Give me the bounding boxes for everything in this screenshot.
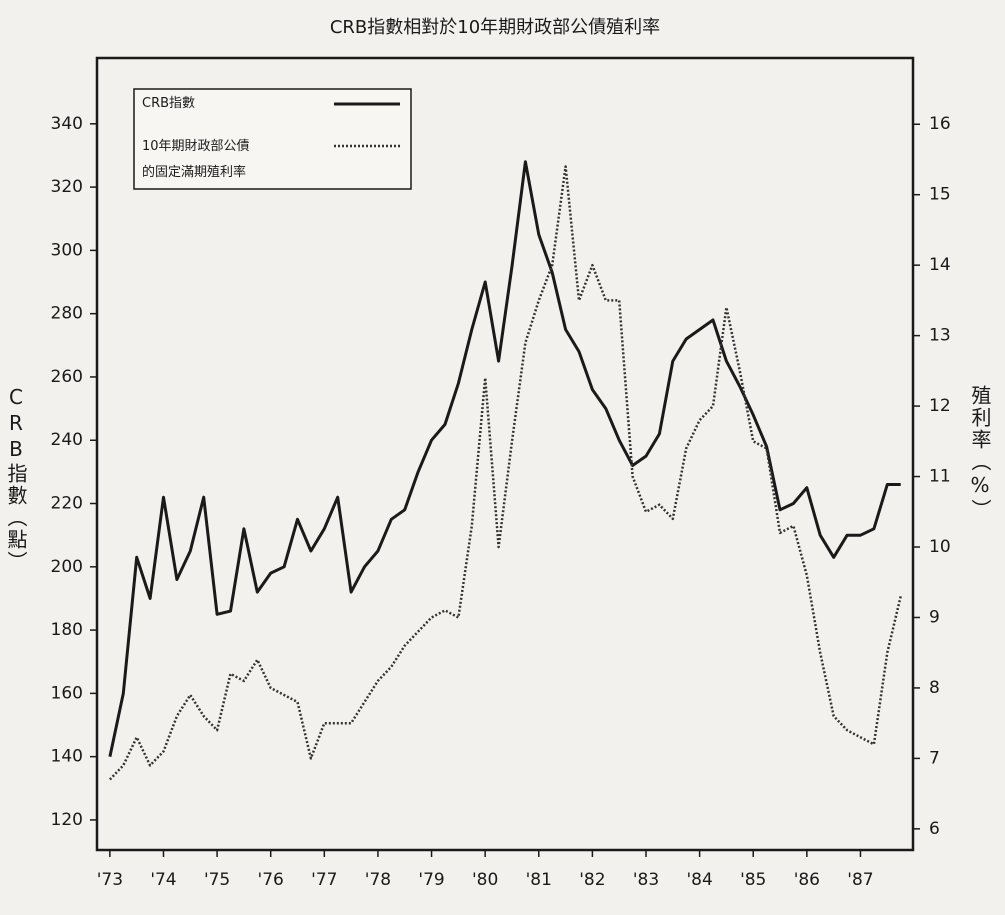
x-tick-label: '77	[311, 870, 337, 890]
y-tick-label: 160	[51, 683, 83, 703]
y2-axis-label: 殖利率（%）	[968, 385, 992, 521]
x-tick-label: '81	[526, 870, 552, 890]
y-tick-label: 240	[51, 430, 83, 450]
y-axis-label: CRB指數（點）	[4, 385, 28, 573]
x-tick-label: '84	[686, 870, 712, 890]
y2-tick-label: 11	[929, 467, 951, 487]
plot-frame	[95, 56, 915, 852]
x-tick-label: '86	[794, 870, 820, 890]
y2-tick-label: 6	[929, 819, 940, 839]
data-line	[108, 160, 901, 758]
x-tick-label: '74	[150, 870, 176, 890]
y-tick-label: 180	[51, 620, 83, 640]
x-tick-label: '80	[472, 870, 498, 890]
y-tick-label: 220	[51, 494, 83, 514]
x-tick-label: '85	[740, 870, 766, 890]
y-tick-label: 320	[51, 177, 83, 197]
y2-tick-label: 14	[929, 255, 951, 275]
y-tick-label: 120	[51, 810, 83, 830]
y-tick-label: 280	[51, 304, 83, 324]
y2-tick-label: 16	[929, 114, 951, 134]
legend-label: 10年期財政部公債的固定滿期殖利率	[142, 139, 250, 180]
legend-label: CRB指數	[142, 96, 196, 111]
y2-tick-label: 8	[929, 678, 940, 698]
x-tick-label: '82	[579, 870, 605, 890]
x-tick-label: '76	[258, 870, 284, 890]
x-tick-label: '75	[204, 870, 230, 890]
y2-tick-label: 10	[929, 537, 951, 557]
y2-tick-label: 13	[929, 326, 951, 346]
x-tick-label: '79	[418, 870, 444, 890]
x-tick-label: '73	[97, 870, 123, 890]
y2-tick-label: 7	[929, 748, 940, 768]
y-tick-label: 200	[51, 557, 83, 577]
y-tick-label: 260	[51, 367, 83, 387]
x-tick-label: '87	[847, 870, 873, 890]
y2-tick-label: 12	[929, 396, 951, 416]
legend-box	[133, 88, 412, 190]
y-tick-label: 340	[51, 114, 83, 134]
y-tick-label: 300	[51, 240, 83, 260]
x-tick-label: '83	[633, 870, 659, 890]
y-tick-label: 140	[51, 747, 83, 767]
chart-title: CRB指數相對於10年期財政部公債殖利率	[330, 16, 660, 38]
x-tick-label: '78	[365, 870, 391, 890]
data-line	[108, 165, 902, 781]
y2-tick-label: 9	[929, 607, 940, 627]
y2-tick-label: 15	[929, 185, 951, 205]
